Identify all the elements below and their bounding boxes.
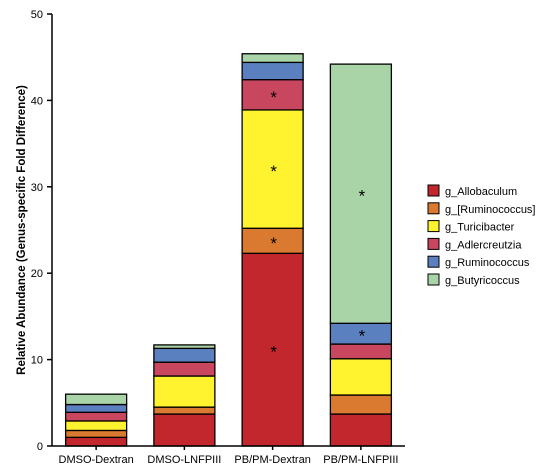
legend-label: g_[Ruminococcus] (445, 204, 536, 216)
legend: g_Allobaculum g_[Ruminococcus] g_Turicibac… (427, 184, 536, 287)
bar-segment (241, 53, 304, 64)
legend-label: g_Ruminococcus (445, 257, 530, 269)
bar-segment (241, 227, 304, 254)
bar-segment (329, 394, 393, 415)
bar-segment (64, 393, 128, 406)
x-tick-label: PB/PM-Dextran (234, 454, 310, 466)
bar-segment (241, 79, 304, 111)
legend-swatch (427, 220, 440, 233)
bar-segment (153, 413, 216, 447)
bar-segment (329, 413, 393, 447)
bar-segment (153, 347, 216, 363)
legend-swatch (427, 255, 440, 268)
y-axis-label: Relative Abundance (Genus-specific Fold … (16, 85, 28, 375)
y-tick-label: 50 (31, 9, 43, 21)
y-tick-label: 40 (31, 95, 43, 107)
significance-star: * (359, 187, 366, 206)
bar-segment (329, 343, 393, 360)
bar-segment (64, 411, 128, 422)
y-tick-label: 10 (31, 355, 43, 367)
x-tick-label: PB/PM-LNFPIII (323, 454, 398, 466)
significance-star: * (359, 327, 366, 346)
significance-star: * (270, 343, 277, 362)
x-tick-label: DMSO-Dextran (59, 454, 134, 466)
legend-swatch (427, 184, 440, 197)
legend-label: g_Adlercreutzia (445, 239, 522, 251)
bar-segment (64, 436, 128, 447)
legend-swatch (427, 273, 440, 286)
y-tick-label: 30 (31, 182, 43, 194)
y-axis-ticks: 0 10 20 30 40 50 (31, 9, 52, 453)
bar-segment (153, 406, 216, 415)
legend-label: g_Turicibacter (445, 222, 515, 234)
bar-segment (241, 252, 304, 447)
bar-segment (64, 420, 128, 432)
significance-star: * (270, 162, 277, 181)
bar-segment (329, 63, 393, 324)
significance-star: * (270, 234, 277, 253)
x-axis-ticks: DMSO-Dextran DMSO-LNFPIII PB/PM-Dextran PB/… (59, 446, 398, 466)
y-tick-label: 0 (37, 441, 43, 453)
bar-segment (329, 358, 393, 396)
legend-swatch (427, 202, 440, 215)
bar-segment (153, 361, 216, 377)
bar-segment (153, 375, 216, 408)
y-tick-label: 20 (31, 268, 43, 280)
bar-segment (241, 61, 304, 81)
bar-segment (64, 403, 128, 413)
legend-label: g_Allobaculum (445, 186, 517, 198)
bar-segment (64, 429, 128, 439)
plot-area: * * * * * * (64, 53, 393, 447)
legend-swatch (427, 237, 440, 250)
bar-segment (153, 344, 216, 350)
significance-star: * (270, 88, 277, 107)
x-tick-label: DMSO-LNFPIII (147, 454, 221, 466)
legend-label: g_Butyricoccus (445, 275, 520, 287)
